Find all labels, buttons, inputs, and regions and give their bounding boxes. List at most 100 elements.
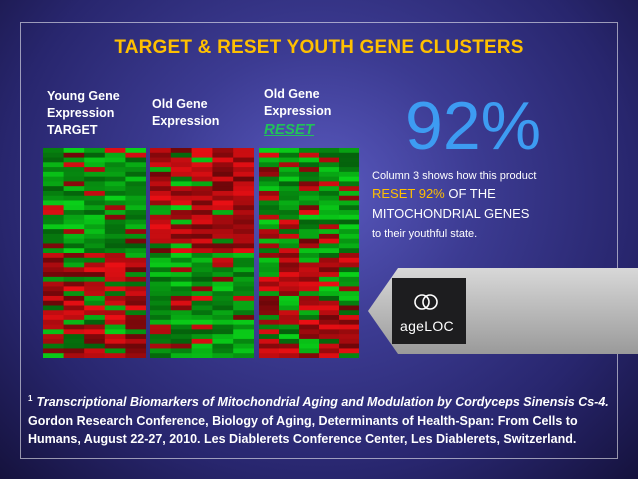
heatmap-cell (279, 291, 300, 297)
heatmap-cell (279, 343, 300, 350)
heatmap-cell (319, 300, 340, 307)
heatmap-cell (170, 167, 193, 173)
heatmap-cell (125, 148, 146, 154)
heatmap-cell (279, 300, 300, 307)
heatmap-cell (339, 343, 359, 350)
heatmap-cell (63, 210, 85, 216)
heatmap-cell (63, 162, 85, 168)
heatmap-cell (259, 315, 280, 321)
heatmap-cell (339, 210, 359, 216)
heatmap-cell (319, 281, 340, 288)
heatmap-cell (233, 224, 254, 230)
heatmap-cell (125, 248, 146, 254)
heatmap-cell (279, 190, 300, 197)
heatmap-cell (104, 272, 126, 278)
heatmap-cell (279, 219, 300, 225)
heatmap-cell (233, 176, 254, 183)
heatmap-cell (233, 310, 254, 316)
heatmap-cell (43, 253, 65, 259)
heatmap-cell (339, 248, 359, 254)
heatmap-cell (125, 229, 146, 235)
heatmap-cell (84, 329, 106, 335)
heatmap-cell (63, 334, 85, 340)
banner-arrow-shape (368, 268, 638, 354)
heatmap-cell (212, 291, 234, 297)
heatmap-cell (212, 310, 234, 316)
heatmap-cell (279, 305, 300, 311)
heatmap-cell (150, 276, 172, 283)
heatmap-cell (170, 272, 193, 278)
heatmap-cell (233, 162, 254, 168)
heatmap-cell (259, 300, 280, 307)
heatmap-cell (339, 319, 359, 326)
heatmap-cell (125, 272, 146, 278)
heatmap-cell (259, 176, 280, 183)
heatmap-cell (212, 353, 234, 358)
heatmap-cell (43, 214, 65, 221)
heatmap-cell (104, 286, 126, 292)
heatmap-cell (170, 338, 193, 345)
heatmap-cell (233, 238, 254, 245)
heatmap-cell (43, 272, 65, 278)
heatmap-cell (212, 253, 234, 259)
heatmap-cell (84, 152, 106, 159)
heatmap-cell (150, 176, 172, 183)
heatmap-cell (279, 257, 300, 264)
heatmap-cell (259, 257, 280, 264)
heatmap-cell (212, 224, 234, 230)
heatmap-cell (170, 229, 193, 235)
heatmap-cell (319, 148, 340, 154)
heatmap-cell (339, 233, 359, 240)
heatmap-cell (279, 152, 300, 159)
heatmap-cell (212, 233, 234, 240)
heatmap-cell (150, 262, 172, 268)
heatmap-cell (259, 276, 280, 283)
heatmap-cell (191, 353, 213, 358)
heatmap-cell (150, 353, 172, 358)
heatmap-cell (125, 334, 146, 340)
citation-footnote-marker: 1 (28, 394, 33, 403)
heatmap-cell (170, 319, 193, 326)
heatmap-cell (84, 305, 106, 311)
heatmap-cell (150, 305, 172, 311)
heatmap-cell (259, 343, 280, 350)
heatmap-cell (43, 152, 65, 159)
heatmap-cell (212, 276, 234, 283)
heatmap-cell (259, 171, 280, 178)
heatmap-cell (104, 267, 126, 273)
heatmap-cell (279, 348, 300, 354)
heatmap-cell (212, 305, 234, 311)
heatmap-cell (191, 229, 213, 235)
heatmap-cell (104, 219, 126, 225)
heatmap-cell (259, 348, 280, 354)
heatmap-cell (125, 310, 146, 316)
heatmap-cell (170, 157, 193, 163)
heatmap-cell (150, 171, 172, 178)
heatmap-cell (233, 171, 254, 178)
heatmap-cell (191, 171, 213, 178)
heatmap-cell (170, 171, 193, 178)
heatmap-cell (299, 171, 320, 178)
heatmap-cell (279, 214, 300, 221)
heatmap-cell (259, 310, 280, 316)
heatmap-cell (84, 243, 106, 249)
heatmap-cell (104, 253, 126, 259)
heatmap-cell (319, 186, 340, 192)
heatmap-cell (43, 319, 65, 326)
heatmap-cell (125, 319, 146, 326)
heatmap-cell (125, 171, 146, 178)
heatmap-cell (319, 233, 340, 240)
heatmap-cell (125, 200, 146, 206)
heatmap-cell (104, 205, 126, 211)
heatmap-cell (319, 171, 340, 178)
heatmap-cell (299, 214, 320, 221)
heatmap-cell (299, 157, 320, 163)
heatmap-cell (191, 200, 213, 206)
heatmap-cell (259, 338, 280, 345)
heatmap-cell (233, 214, 254, 221)
heatmap-cell (84, 267, 106, 273)
heatmap-cell (63, 190, 85, 197)
heatmap-cell (319, 214, 340, 221)
heatmap-cell (150, 253, 172, 259)
heatmap-cell (233, 262, 254, 268)
